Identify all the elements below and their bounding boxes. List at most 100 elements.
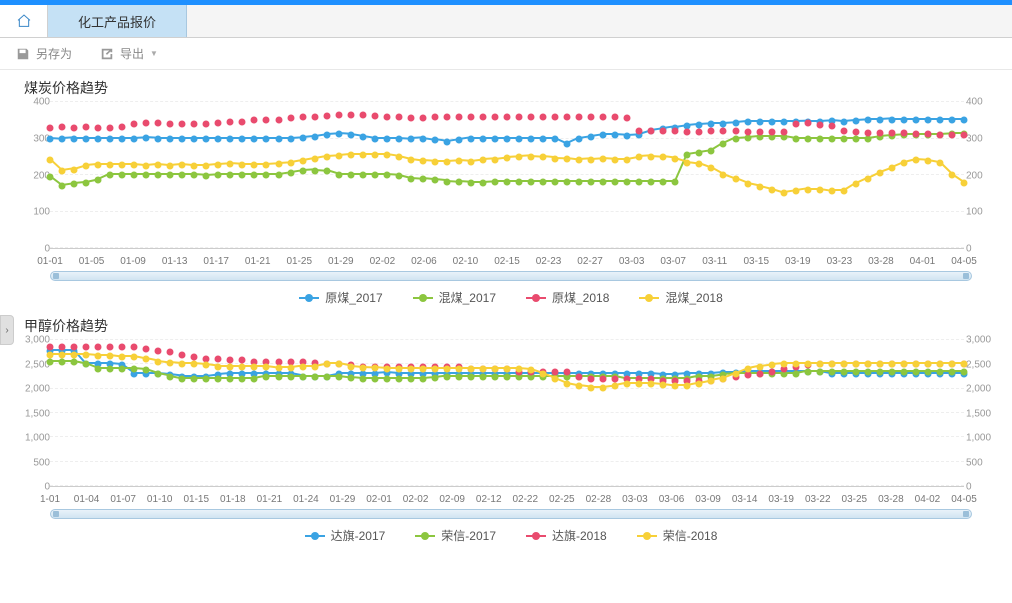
data-point xyxy=(239,135,246,142)
data-point xyxy=(335,111,342,118)
data-point xyxy=(335,131,342,138)
export-button[interactable]: 导出 ▼ xyxy=(100,45,158,62)
data-point xyxy=(227,161,234,168)
legend-item[interactable]: 混煤_2017 xyxy=(413,289,496,306)
data-point xyxy=(792,135,799,142)
data-point xyxy=(107,135,114,142)
legend-item[interactable]: 原煤_2017 xyxy=(299,289,382,306)
data-point xyxy=(143,162,150,169)
data-point xyxy=(431,374,438,381)
data-point xyxy=(961,180,968,187)
data-point xyxy=(359,151,366,158)
tab-page-label: 化工产品报价 xyxy=(78,12,156,31)
data-point xyxy=(395,114,402,121)
x-tick: 02-06 xyxy=(411,256,437,267)
data-point xyxy=(83,162,90,169)
data-point xyxy=(107,352,114,359)
y-tick-left: 400 xyxy=(16,97,50,108)
data-point xyxy=(876,169,883,176)
data-point xyxy=(600,384,607,391)
home-icon xyxy=(16,13,32,29)
data-point xyxy=(119,366,126,373)
data-point xyxy=(263,117,270,124)
data-point xyxy=(311,155,318,162)
data-point xyxy=(768,368,775,375)
data-point xyxy=(299,168,306,175)
data-point xyxy=(347,111,354,118)
data-point xyxy=(660,179,667,186)
side-panel-expand[interactable]: › xyxy=(0,315,14,345)
data-point xyxy=(504,135,511,142)
gridline xyxy=(50,339,964,340)
chevron-down-icon: ▼ xyxy=(150,49,158,58)
data-point xyxy=(359,375,366,382)
x-tick: 01-21 xyxy=(257,494,283,505)
data-point xyxy=(624,380,631,387)
data-point xyxy=(275,172,282,179)
data-point xyxy=(251,375,258,382)
chart-coal-scrollbar[interactable] xyxy=(50,271,972,281)
tab-page[interactable]: 化工产品报价 xyxy=(48,5,187,37)
data-point xyxy=(636,179,643,186)
legend-label: 混煤_2017 xyxy=(439,289,496,306)
data-point xyxy=(47,344,54,351)
y-tick-left: 2,000 xyxy=(16,384,50,395)
data-point xyxy=(119,135,126,142)
data-point xyxy=(251,172,258,179)
data-point xyxy=(840,188,847,195)
x-tick: 1-01 xyxy=(40,494,60,505)
data-point xyxy=(648,153,655,160)
data-point xyxy=(576,135,583,142)
data-point xyxy=(407,115,414,122)
legend-item[interactable]: 原煤_2018 xyxy=(526,289,609,306)
legend-item[interactable]: 达旗-2017 xyxy=(305,527,386,544)
chart-methanol-y-left: 05001,0001,5002,0002,5003,000 xyxy=(16,340,50,487)
data-point xyxy=(407,136,414,143)
data-point xyxy=(191,135,198,142)
x-tick: 02-25 xyxy=(549,494,575,505)
legend-item[interactable]: 荣信-2017 xyxy=(415,527,496,544)
data-point xyxy=(251,161,258,168)
chart-coal-y-right: 0100200300400 xyxy=(966,102,1000,249)
data-point xyxy=(708,165,715,172)
chart-coal-canvas: 0100200300400 0100200300400 01-0101-0501… xyxy=(24,102,998,267)
y-tick-right: 0 xyxy=(966,482,1000,493)
x-tick: 04-01 xyxy=(910,256,936,267)
data-point xyxy=(119,161,126,168)
data-point xyxy=(864,175,871,182)
data-point xyxy=(912,157,919,164)
legend-item[interactable]: 荣信-2018 xyxy=(637,527,718,544)
legend-item[interactable]: 达旗-2018 xyxy=(526,527,607,544)
home-tab[interactable] xyxy=(0,5,48,37)
data-point xyxy=(780,128,787,135)
save-as-button[interactable]: 另存为 xyxy=(16,45,72,62)
chart-methanol-scrollbar[interactable] xyxy=(50,509,972,519)
data-point xyxy=(155,161,162,168)
y-tick-right: 200 xyxy=(966,170,1000,181)
data-point xyxy=(179,375,186,382)
data-point xyxy=(83,344,90,351)
data-point xyxy=(684,128,691,135)
data-point xyxy=(636,128,643,135)
data-point xyxy=(455,373,462,380)
data-point xyxy=(323,153,330,160)
data-point xyxy=(215,363,222,370)
data-point xyxy=(47,173,54,180)
gridline xyxy=(50,247,964,248)
data-point xyxy=(672,179,679,186)
data-point xyxy=(516,135,523,142)
data-point xyxy=(203,362,210,369)
legend-label: 荣信-2018 xyxy=(663,527,718,544)
legend-item[interactable]: 混煤_2018 xyxy=(639,289,722,306)
data-point xyxy=(696,128,703,135)
data-point xyxy=(251,363,258,370)
data-point xyxy=(287,115,294,122)
data-point xyxy=(564,140,571,147)
legend-label: 原煤_2017 xyxy=(325,289,382,306)
data-point xyxy=(888,116,895,123)
data-point xyxy=(552,368,559,375)
data-point xyxy=(443,113,450,120)
data-point xyxy=(961,361,968,368)
data-point xyxy=(179,172,186,179)
data-point xyxy=(119,172,126,179)
